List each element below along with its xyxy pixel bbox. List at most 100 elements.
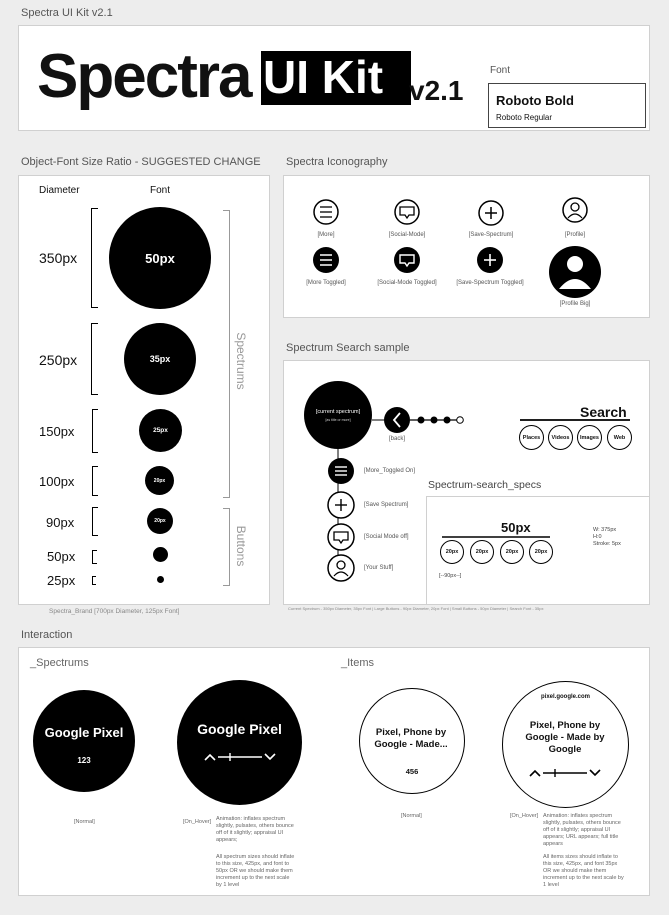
icon-label: [Save-Spectrum] <box>468 232 514 238</box>
pill-places[interactable]: Places <box>519 425 544 450</box>
save-spectrum-toggled-icon <box>477 247 503 273</box>
font-bold-name: Roboto Bold <box>496 93 574 108</box>
size-circle-350: 50px <box>109 207 211 309</box>
specs-panel: 50px 20px 20px 20px 20px W: 375px H:0 St… <box>426 496 650 605</box>
spectrum-animation-note: Animation: inflates spectrum slightly, p… <box>216 816 294 843</box>
more-icon <box>313 199 339 225</box>
row-diameter: 50px <box>47 549 76 564</box>
size-circle-50 <box>153 547 168 562</box>
hover-caption: [On_Hover] <box>510 813 539 819</box>
row-diameter: 150px <box>39 424 75 439</box>
social-mode-icon <box>327 523 355 551</box>
search-title: Spectrum Search sample <box>286 342 410 354</box>
current-spectrum-sub: [as title or more] <box>325 417 351 422</box>
back-button <box>384 407 410 433</box>
specs-title: Spectrum-search_specs <box>428 479 546 491</box>
item-normal-title: Pixel, Phone by Google - Made... <box>374 727 448 750</box>
size-circle-90: 20px <box>147 508 173 534</box>
item-size-note: All items sizes should inflate to this s… <box>543 854 624 888</box>
social-mode-toggled-icon <box>394 247 420 273</box>
bracket <box>92 576 96 585</box>
interaction-title: Interaction <box>21 629 73 641</box>
menu-label: [More_Toggled On] <box>364 468 416 474</box>
save-spectrum-icon <box>327 491 355 519</box>
interaction-panel: _Spectrums _Items Google Pixel 123 Googl… <box>18 647 650 896</box>
profile-icon <box>562 197 588 223</box>
specs-small-button: 20px <box>529 540 553 564</box>
row-diameter: 90px <box>46 515 75 530</box>
ratio-panel: Diameter Font 350px 50px 250px 35px 150p… <box>18 175 270 605</box>
icon-label: [More Toggled] <box>306 280 346 286</box>
size-circle-150: 25px <box>139 409 182 452</box>
icon-label: [Profile] <box>564 232 586 238</box>
ratio-footnote: Spectra_Brand [700px Diameter, 125px Fon… <box>49 608 180 615</box>
buttons-bracket <box>223 508 230 586</box>
icon-label: [Save-Spectrum Toggled] <box>456 280 524 286</box>
specs-note-line: H:0 <box>593 534 602 540</box>
icon-label: [Social-Mode Toggled] <box>377 280 437 286</box>
brand-version: v2.1 <box>409 75 464 106</box>
normal-caption: [Normal] <box>74 819 95 825</box>
col-font: Font <box>150 185 171 196</box>
spectrum-hover[interactable]: Google Pixel <box>177 680 302 805</box>
specs-small-button: 20px <box>440 540 464 564</box>
icon-label: [More] <box>317 232 335 238</box>
size-circle-25 <box>157 576 164 583</box>
item-normal-count: 456 <box>405 767 419 776</box>
iconography-panel: [More] [Social-Mode] [Save-Spectrum] [Pr… <box>283 175 650 318</box>
group-label-buttons: Buttons <box>234 525 248 567</box>
bracket <box>91 208 98 308</box>
more-toggled-icon <box>328 458 354 484</box>
back-label: [back] <box>388 436 405 442</box>
ratio-title: Object-Font Size Ratio - SUGGESTED CHANG… <box>21 156 261 168</box>
pill-videos[interactable]: Videos <box>548 425 573 450</box>
more-toggled-icon <box>313 247 339 273</box>
specs-note-line: Stroke: 5px <box>593 541 621 547</box>
pagination-dots <box>417 416 464 424</box>
search-heading: Search <box>580 404 627 420</box>
spectrum-normal-title: Google Pixel <box>44 725 124 740</box>
iconography-title: Spectra Iconography <box>286 156 388 168</box>
brand-spectra: Spectra <box>37 42 252 111</box>
specs-note: W: 375px H:0 Stroke: 5px <box>593 527 621 548</box>
hover-caption: [On_Hover] <box>183 819 212 825</box>
icon-label: [Social-Mode] <box>388 232 426 238</box>
bracket <box>92 409 98 453</box>
current-spectrum-label: [current spectrum] <box>315 408 361 415</box>
search-footnote: Current Spectrum - 350px Diameter, 35px … <box>288 606 544 611</box>
bracket <box>92 507 98 536</box>
header-panel: Spectra UI Kit v2.1 Font Roboto Bold Rob… <box>18 25 650 131</box>
item-normal[interactable]: Pixel, Phone by Google - Made... 456 <box>359 688 465 794</box>
icon-label: [Profile Big] <box>559 301 591 307</box>
item-hover[interactable]: pixel.google.com Pixel, Phone by Google … <box>502 681 629 808</box>
save-spectrum-icon <box>478 200 504 226</box>
uikit-block <box>261 51 411 105</box>
pill-web[interactable]: Web <box>607 425 632 450</box>
size-circle-250: 35px <box>124 323 196 395</box>
search-panel: [current spectrum] [as title or more] [b… <box>283 360 650 605</box>
bracket <box>91 323 98 395</box>
spectrums-bracket <box>223 210 230 498</box>
spectrums-label: _Spectrums <box>30 657 89 669</box>
menu-label: [Your Stuff] <box>364 565 394 571</box>
font-box: Roboto Bold Roboto Regular <box>488 83 646 128</box>
item-hover-url: pixel.google.com <box>540 694 590 700</box>
row-diameter: 100px <box>39 474 75 489</box>
spectrum-size-note: All spectrum sizes should inflate to thi… <box>216 854 295 888</box>
size-circle-100: 20px <box>145 466 174 495</box>
row-diameter: 350px <box>39 250 78 266</box>
profile-big-icon <box>549 246 601 298</box>
spectrum-normal[interactable]: Google Pixel 123 <box>33 690 135 792</box>
page-title: Spectra UI Kit v2.1 <box>21 7 113 19</box>
current-spectrum[interactable]: [current spectrum] [as title or more] <box>304 381 372 449</box>
menu-label: [Save Spectrum] <box>364 502 409 508</box>
row-diameter: 25px <box>47 573 76 588</box>
group-label-spectrums: Spectrums <box>234 332 248 390</box>
item-hover-title: Pixel, Phone by Google - Made by Google <box>525 720 605 755</box>
bracket <box>92 466 98 496</box>
row-diameter: 250px <box>39 352 78 368</box>
spectrum-normal-count: 123 <box>77 756 91 765</box>
pill-images[interactable]: Images <box>577 425 602 450</box>
specs-small-button: 20px <box>470 540 494 564</box>
spectrum-hover-title: Google Pixel <box>197 720 282 737</box>
